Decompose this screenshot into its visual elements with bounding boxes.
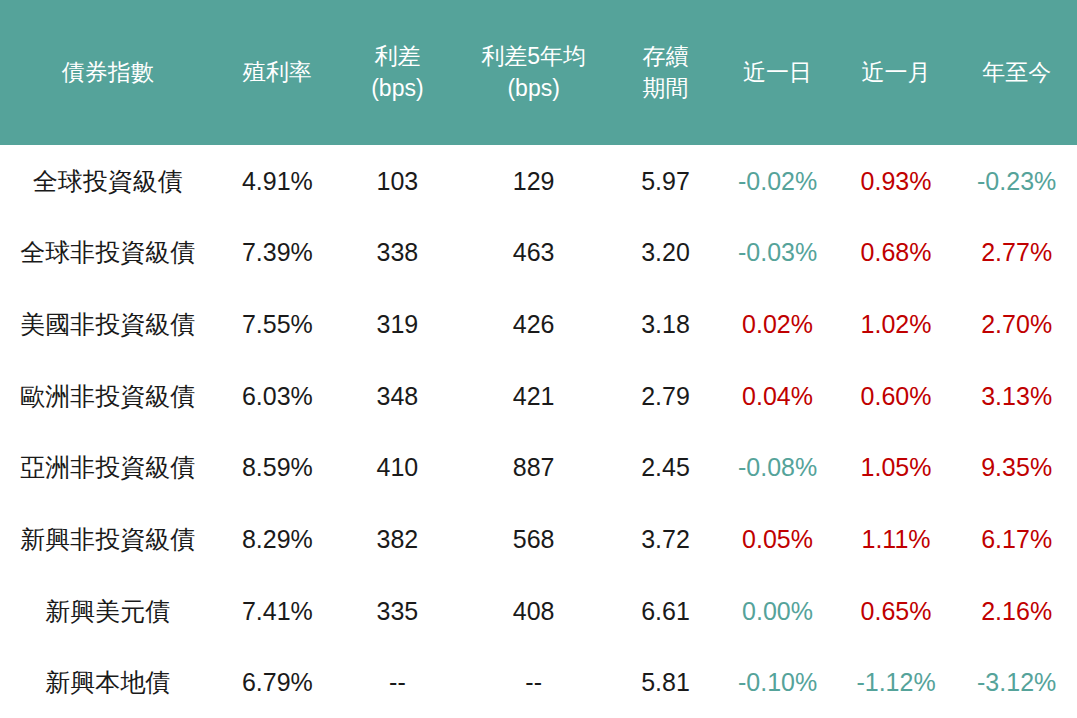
cell-duration: 6.61	[612, 575, 720, 647]
cell-1-month-change: 0.60%	[836, 360, 957, 432]
cell-yield: 4.91%	[215, 145, 339, 217]
cell-index-name: 歐洲非投資級債	[0, 360, 215, 432]
bond-index-page: 債券指數 殖利率 利差 (bps) 利差5年均 (bps) 存續 期間 近一日 …	[0, 0, 1077, 718]
table-row-asia-high-yield: 亞洲非投資級債 8.59% 410 887 2.45 -0.08% 1.05% …	[0, 432, 1077, 504]
cell-ytd-change: -0.23%	[956, 145, 1077, 217]
cell-ytd-change: 2.77%	[956, 217, 1077, 289]
cell-spread: 335	[339, 575, 455, 647]
cell-1-month-change: 1.11%	[836, 503, 957, 575]
cell-yield: 8.59%	[215, 432, 339, 504]
cell-1-day-change: -0.02%	[719, 145, 835, 217]
table-row-us-high-yield: 美國非投資級債 7.55% 319 426 3.18 0.02% 1.02% 2…	[0, 288, 1077, 360]
cell-duration: 5.97	[612, 145, 720, 217]
cell-ytd-change: 9.35%	[956, 432, 1077, 504]
cell-1-month-change: -1.12%	[836, 646, 957, 718]
cell-index-name: 新興非投資級債	[0, 503, 215, 575]
cell-yield: 8.29%	[215, 503, 339, 575]
cell-spread: 103	[339, 145, 455, 217]
cell-duration: 3.18	[612, 288, 720, 360]
cell-ytd-change: -3.12%	[956, 646, 1077, 718]
cell-1-day-change: 0.05%	[719, 503, 835, 575]
cell-1-day-change: -0.08%	[719, 432, 835, 504]
cell-spread-5y: 463	[456, 217, 612, 289]
cell-index-name: 全球投資級債	[0, 145, 215, 217]
cell-ytd-change: 3.13%	[956, 360, 1077, 432]
cell-duration: 5.81	[612, 646, 720, 718]
table-row-europe-high-yield: 歐洲非投資級債 6.03% 348 421 2.79 0.04% 0.60% 3…	[0, 360, 1077, 432]
cell-duration: 3.20	[612, 217, 720, 289]
table-row-global-investment-grade: 全球投資級債 4.91% 103 129 5.97 -0.02% 0.93% -…	[0, 145, 1077, 217]
cell-index-name: 新興美元債	[0, 575, 215, 647]
column-header-spread-5y-avg-bps: 利差5年均 (bps)	[456, 0, 612, 145]
cell-1-month-change: 1.05%	[836, 432, 957, 504]
cell-spread-5y: --	[456, 646, 612, 718]
cell-spread: 319	[339, 288, 455, 360]
cell-index-name: 亞洲非投資級債	[0, 432, 215, 504]
column-header-ytd: 年至今	[956, 0, 1077, 145]
column-header-1-month: 近一月	[836, 0, 957, 145]
cell-yield: 7.39%	[215, 217, 339, 289]
cell-1-month-change: 0.68%	[836, 217, 957, 289]
cell-spread-5y: 421	[456, 360, 612, 432]
cell-yield: 7.41%	[215, 575, 339, 647]
bond-index-table: 債券指數 殖利率 利差 (bps) 利差5年均 (bps) 存續 期間 近一日 …	[0, 0, 1077, 718]
cell-spread: --	[339, 646, 455, 718]
cell-ytd-change: 6.17%	[956, 503, 1077, 575]
cell-spread-5y: 129	[456, 145, 612, 217]
cell-index-name: 美國非投資級債	[0, 288, 215, 360]
column-header-bond-index: 債券指數	[0, 0, 215, 145]
table-row-em-local-bond: 新興本地債 6.79% -- -- 5.81 -0.10% -1.12% -3.…	[0, 646, 1077, 718]
column-header-yield: 殖利率	[215, 0, 339, 145]
cell-1-day-change: 0.02%	[719, 288, 835, 360]
cell-spread-5y: 426	[456, 288, 612, 360]
cell-1-day-change: 0.04%	[719, 360, 835, 432]
column-header-spread-bps: 利差 (bps)	[339, 0, 455, 145]
cell-spread: 338	[339, 217, 455, 289]
cell-duration: 2.45	[612, 432, 720, 504]
cell-1-month-change: 0.93%	[836, 145, 957, 217]
cell-index-name: 全球非投資級債	[0, 217, 215, 289]
cell-yield: 6.79%	[215, 646, 339, 718]
cell-spread-5y: 887	[456, 432, 612, 504]
column-header-duration: 存續 期間	[612, 0, 720, 145]
column-header-1-day: 近一日	[719, 0, 835, 145]
header-row: 債券指數 殖利率 利差 (bps) 利差5年均 (bps) 存續 期間 近一日 …	[0, 0, 1077, 145]
cell-ytd-change: 2.70%	[956, 288, 1077, 360]
cell-ytd-change: 2.16%	[956, 575, 1077, 647]
cell-spread: 348	[339, 360, 455, 432]
cell-yield: 6.03%	[215, 360, 339, 432]
cell-1-day-change: 0.00%	[719, 575, 835, 647]
cell-1-day-change: -0.10%	[719, 646, 835, 718]
cell-spread: 410	[339, 432, 455, 504]
table-row-em-usd-bond: 新興美元債 7.41% 335 408 6.61 0.00% 0.65% 2.1…	[0, 575, 1077, 647]
cell-spread: 382	[339, 503, 455, 575]
cell-duration: 2.79	[612, 360, 720, 432]
cell-1-month-change: 1.02%	[836, 288, 957, 360]
cell-1-month-change: 0.65%	[836, 575, 957, 647]
cell-spread-5y: 408	[456, 575, 612, 647]
cell-1-day-change: -0.03%	[719, 217, 835, 289]
table-row-em-high-yield: 新興非投資級債 8.29% 382 568 3.72 0.05% 1.11% 6…	[0, 503, 1077, 575]
cell-index-name: 新興本地債	[0, 646, 215, 718]
cell-spread-5y: 568	[456, 503, 612, 575]
cell-duration: 3.72	[612, 503, 720, 575]
cell-yield: 7.55%	[215, 288, 339, 360]
table-row-global-high-yield: 全球非投資級債 7.39% 338 463 3.20 -0.03% 0.68% …	[0, 217, 1077, 289]
